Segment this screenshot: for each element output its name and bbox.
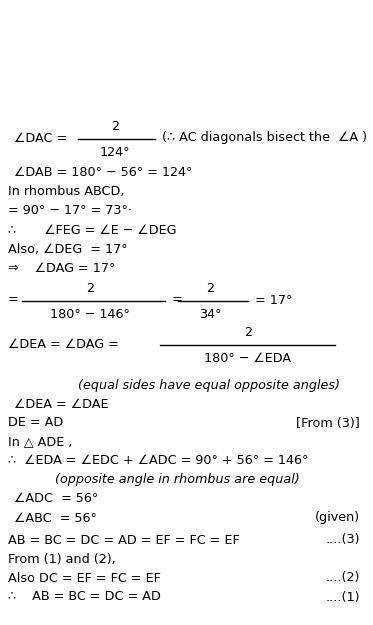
Text: 124°: 124° [100, 146, 130, 159]
Text: In rhombus ABCD,: In rhombus ABCD, [8, 186, 125, 199]
Text: 180° − ∠EDA: 180° − ∠EDA [204, 351, 292, 364]
Text: =: = [172, 294, 183, 306]
Text: ∴       ∠FEG = ∠E − ∠DEG: ∴ ∠FEG = ∠E − ∠DEG [8, 224, 176, 236]
Text: 2: 2 [86, 281, 94, 294]
Text: AB = BC = DC = AD = EF = FC = EF: AB = BC = DC = AD = EF = FC = EF [8, 534, 240, 546]
Text: ....(2): ....(2) [326, 571, 360, 584]
Text: = 90° − 17° = 73°·: = 90° − 17° = 73°· [8, 204, 132, 217]
Text: = 17°: = 17° [255, 294, 292, 306]
Text: =: = [8, 294, 19, 306]
Text: 34°: 34° [199, 308, 221, 321]
Text: Also DC = EF = FC = EF: Also DC = EF = FC = EF [8, 571, 161, 584]
Text: ....(3): ....(3) [326, 534, 360, 546]
Text: 2: 2 [206, 281, 214, 294]
Text: ∠DEA = ∠DAG =: ∠DEA = ∠DAG = [8, 338, 119, 351]
Text: ....(1): ....(1) [326, 591, 360, 604]
Text: In △ ADE ,: In △ ADE , [8, 436, 72, 449]
Text: From (1) and (2),: From (1) and (2), [8, 552, 116, 566]
Text: ∠ADC  = 56°: ∠ADC = 56° [14, 492, 98, 506]
Text: (equal sides have equal opposite angles): (equal sides have equal opposite angles) [78, 379, 340, 392]
Text: ⇒    ∠DAG = 17°: ⇒ ∠DAG = 17° [8, 261, 115, 274]
Text: ∠DAB = 180° − 56° = 124°: ∠DAB = 180° − 56° = 124° [14, 166, 192, 179]
Text: DE = AD: DE = AD [8, 416, 63, 429]
Text: (∴ AC diagonals bisect the  ∠A ): (∴ AC diagonals bisect the ∠A ) [162, 131, 367, 144]
Text: 180° − 146°: 180° − 146° [50, 308, 130, 321]
Text: (given): (given) [315, 511, 360, 524]
Text: ∠DAC =: ∠DAC = [14, 131, 67, 144]
Text: ∠DEA = ∠DAE: ∠DEA = ∠DAE [14, 398, 109, 411]
Text: ∠ABC  = 56°: ∠ABC = 56° [14, 511, 97, 524]
Text: 2: 2 [244, 326, 252, 339]
Text: 2: 2 [111, 119, 119, 132]
Text: Also, ∠DEG  = 17°: Also, ∠DEG = 17° [8, 242, 128, 256]
Text: ∴  ∠EDA = ∠EDC + ∠ADC = 90° + 56° = 146°: ∴ ∠EDA = ∠EDC + ∠ADC = 90° + 56° = 146° [8, 454, 308, 468]
Text: (opposite angle in rhombus are equal): (opposite angle in rhombus are equal) [55, 474, 300, 486]
Text: [From (3)]: [From (3)] [296, 416, 360, 429]
Text: ∴    AB = BC = DC = AD: ∴ AB = BC = DC = AD [8, 591, 161, 604]
